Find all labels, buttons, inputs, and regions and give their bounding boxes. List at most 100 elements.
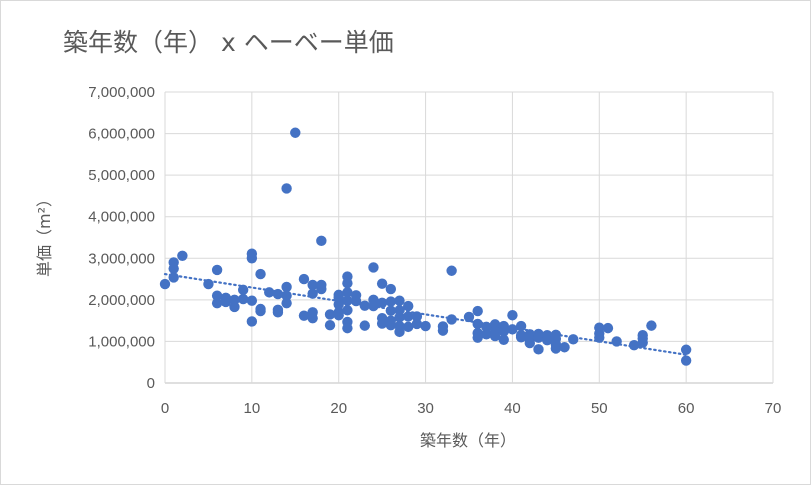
data-point bbox=[237, 284, 249, 296]
data-point bbox=[316, 283, 327, 295]
data-point bbox=[290, 127, 301, 138]
data-point bbox=[411, 318, 423, 330]
data-point bbox=[342, 322, 353, 334]
data-point bbox=[307, 288, 318, 299]
data-point bbox=[342, 305, 353, 316]
data-point bbox=[394, 326, 405, 338]
y-tick-label: 2,000,000 bbox=[88, 292, 155, 309]
data-point bbox=[498, 334, 509, 345]
data-point bbox=[368, 262, 379, 273]
data-point bbox=[533, 344, 544, 355]
data-point bbox=[472, 332, 483, 343]
data-point bbox=[368, 300, 379, 312]
data-point bbox=[298, 310, 310, 321]
data-point bbox=[272, 307, 284, 318]
data-point bbox=[168, 263, 179, 274]
chart-title: 築年数（年） x ヘーベー単価 bbox=[63, 28, 394, 57]
data-point bbox=[203, 278, 214, 290]
data-point bbox=[246, 316, 258, 327]
data-point bbox=[246, 253, 258, 264]
x-tick-label: 20 bbox=[330, 400, 347, 417]
data-point bbox=[220, 296, 231, 308]
data-point bbox=[489, 330, 501, 342]
y-tick-label: 1,000,000 bbox=[88, 333, 155, 350]
data-point bbox=[394, 295, 405, 306]
y-tick-label: 6,000,000 bbox=[88, 126, 155, 143]
data-point bbox=[264, 287, 275, 298]
data-point bbox=[411, 311, 423, 322]
data-point bbox=[463, 311, 475, 323]
y-tick-label: 4,000,000 bbox=[88, 209, 155, 226]
data-point bbox=[446, 314, 457, 325]
y-axis-title: 単価（m²） bbox=[35, 191, 54, 277]
data-point bbox=[359, 300, 370, 311]
data-point bbox=[594, 332, 605, 343]
data-point bbox=[281, 183, 292, 194]
data-point bbox=[385, 320, 397, 331]
data-point bbox=[437, 325, 449, 336]
data-point bbox=[385, 305, 397, 316]
y-tick-label: 0 bbox=[147, 375, 155, 392]
y-tick-label: 7,000,000 bbox=[88, 84, 155, 101]
data-point bbox=[481, 321, 492, 333]
gridlines bbox=[164, 91, 774, 384]
y-tick-label: 3,000,000 bbox=[88, 250, 155, 267]
data-point bbox=[281, 281, 292, 293]
data-point bbox=[168, 272, 179, 283]
data-point bbox=[515, 320, 527, 332]
data-point bbox=[446, 265, 457, 276]
y-tick-label: 5,000,000 bbox=[88, 167, 155, 184]
data-point bbox=[541, 334, 553, 346]
data-point bbox=[403, 311, 414, 322]
data-point bbox=[342, 287, 353, 298]
data-point bbox=[211, 297, 223, 309]
data-point bbox=[229, 301, 240, 313]
data-point bbox=[298, 273, 310, 285]
data-point bbox=[628, 339, 640, 351]
x-tick-label: 60 bbox=[678, 400, 695, 417]
data-point bbox=[211, 264, 223, 276]
data-point bbox=[507, 324, 518, 335]
data-point bbox=[255, 268, 266, 280]
data-point bbox=[637, 337, 648, 348]
data-point bbox=[307, 312, 318, 324]
x-tick-label: 70 bbox=[765, 400, 782, 417]
data-point bbox=[177, 250, 188, 261]
data-point bbox=[376, 297, 388, 308]
data-point bbox=[472, 305, 483, 317]
data-point bbox=[498, 326, 509, 337]
x-tick-label: 40 bbox=[504, 400, 521, 417]
data-point bbox=[568, 334, 579, 345]
data-point bbox=[359, 320, 370, 331]
data-point bbox=[246, 295, 258, 306]
data-point bbox=[350, 295, 362, 307]
y-axis-ticks: 0 1,000,000 2,000,000 3,000,000 4,000,000 5,0… bbox=[88, 84, 155, 392]
data-point bbox=[680, 344, 692, 355]
data-point bbox=[342, 295, 353, 306]
data-point bbox=[272, 288, 284, 300]
data-point bbox=[550, 343, 562, 354]
data-point bbox=[602, 322, 614, 334]
data-point bbox=[385, 283, 397, 295]
data-point bbox=[376, 318, 388, 329]
data-point bbox=[342, 278, 353, 289]
x-tick-label: 30 bbox=[417, 400, 434, 417]
data-point bbox=[394, 312, 405, 323]
data-point bbox=[316, 235, 327, 247]
data-point bbox=[307, 279, 318, 291]
data-point bbox=[385, 296, 397, 307]
data-point bbox=[533, 332, 544, 343]
x-tick-label: 50 bbox=[591, 400, 608, 417]
data-points bbox=[159, 127, 692, 366]
data-point bbox=[333, 310, 344, 321]
data-point bbox=[211, 290, 223, 301]
data-point bbox=[237, 293, 249, 305]
data-point bbox=[515, 332, 527, 343]
data-point bbox=[524, 337, 535, 349]
data-point bbox=[472, 318, 483, 330]
x-axis-title: 築年数（年） bbox=[420, 431, 516, 450]
data-point bbox=[646, 320, 657, 331]
x-tick-label: 0 bbox=[161, 400, 169, 417]
